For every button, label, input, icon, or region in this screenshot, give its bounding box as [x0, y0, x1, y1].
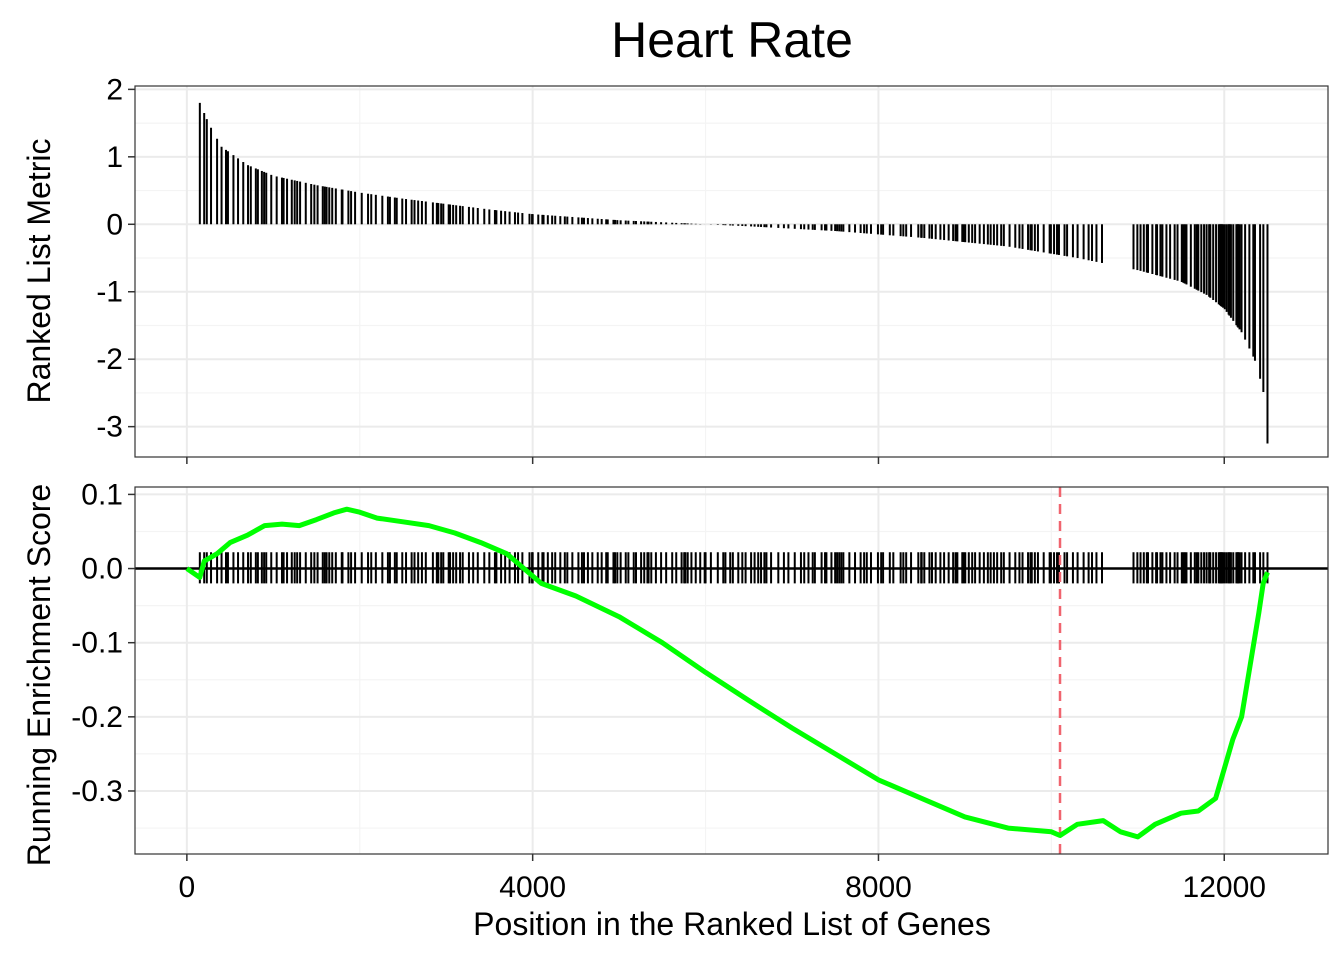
ranked-metric-bars [198, 102, 1269, 444]
y-tick-label: 2 [106, 73, 123, 106]
x-tick-label: 8000 [845, 871, 912, 904]
running-es-line [185, 506, 1270, 840]
y-tick-label: 0.1 [81, 478, 123, 511]
x-axis-label: Position in the Ranked List of Genes [473, 906, 991, 942]
y-tick-label: -1 [96, 276, 123, 309]
y-tick-label: -0.2 [71, 701, 123, 734]
ranked-metric-panel-border [134, 85, 1329, 458]
y-tick-label: -3 [96, 411, 123, 444]
chart-title: Heart Rate [611, 12, 853, 68]
y-tick-label: 0.0 [81, 553, 123, 586]
running-es-panel: 0.1 0.0 -0.1 -0.2 -0.3 Running Enrichment Sc… [21, 478, 1329, 866]
ranked-metric-y-label: Ranked List Metric [21, 139, 57, 404]
ranked-metric-y-axis: 2 1 0 -1 -2 -3 [96, 73, 135, 444]
x-tick-label: 12000 [1183, 871, 1266, 904]
x-axis: 0 4000 8000 12000 [179, 457, 1266, 904]
running-es-grid [135, 487, 1328, 854]
y-tick-label: -2 [96, 343, 123, 376]
x-tick-label: 4000 [499, 871, 566, 904]
running-es-y-axis: 0.1 0.0 -0.1 -0.2 -0.3 [71, 478, 135, 808]
ranked-metric-panel: 2 1 0 -1 -2 -3 Ranked List Metric [21, 73, 1329, 458]
y-tick-label: -0.1 [71, 627, 123, 660]
y-tick-label: -0.3 [71, 775, 123, 808]
x-tick-label: 0 [179, 871, 196, 904]
y-tick-label: 0 [106, 208, 123, 241]
ranked-metric-grid [135, 86, 1328, 457]
running-es-panel-border [134, 486, 1329, 855]
running-es-y-label: Running Enrichment Score [21, 484, 57, 866]
y-tick-label: 1 [106, 141, 123, 174]
